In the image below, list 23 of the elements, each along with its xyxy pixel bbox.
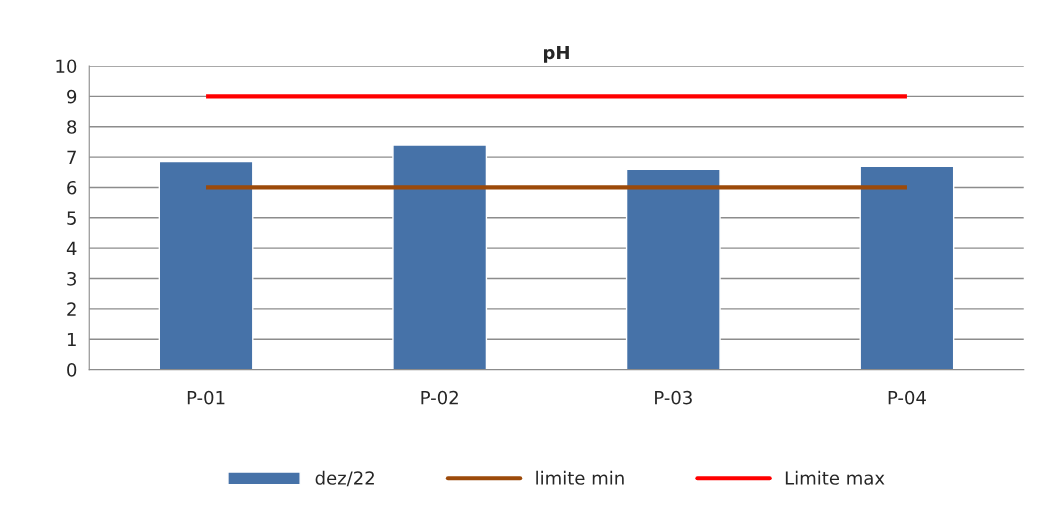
x-tick-label: P-03: [655, 390, 692, 405]
bar: [158, 160, 254, 370]
bar: [859, 165, 955, 370]
y-tick-label: 1: [67, 332, 76, 347]
bar: [392, 144, 488, 370]
bar: [625, 168, 721, 370]
y-tick-label: 0: [67, 363, 77, 377]
y-tick-label: 2: [67, 302, 76, 316]
x-tick-label: P-01: [187, 390, 225, 405]
y-tick-label: 10: [56, 59, 77, 74]
legend-label: limite min: [536, 470, 624, 485]
y-tick-label: 9: [67, 89, 77, 104]
chart-title: pH: [544, 45, 569, 63]
x-tick-label: P-02: [421, 390, 458, 405]
legend-label: Limite max: [785, 470, 885, 485]
y-tick-label: 7: [67, 150, 76, 164]
y-tick-label: 8: [67, 120, 77, 134]
y-tick-label: 3: [67, 271, 76, 286]
y-tick-label: 5: [67, 211, 76, 225]
y-tick-label: 6: [67, 180, 77, 195]
legend-label: dez/22: [315, 470, 374, 487]
y-tick-label: 4: [66, 241, 77, 256]
x-tick-label: P-04: [888, 390, 926, 405]
